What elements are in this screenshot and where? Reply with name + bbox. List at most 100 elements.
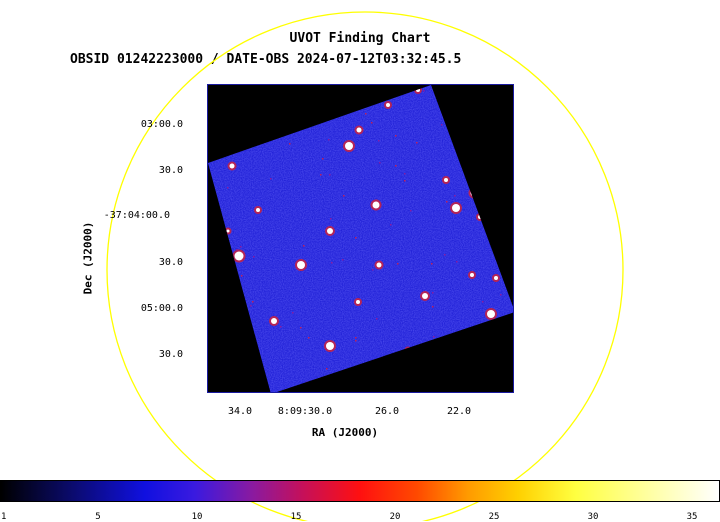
noise-speck — [252, 301, 254, 303]
noise-speck — [375, 367, 377, 369]
noise-speck — [262, 383, 264, 385]
noise-speck — [476, 97, 478, 99]
noise-speck — [449, 336, 451, 338]
noise-speck — [500, 294, 502, 296]
noise-speck — [445, 97, 447, 99]
noise-speck — [378, 140, 380, 142]
noise-speck — [228, 130, 230, 132]
noise-speck — [326, 368, 328, 370]
star-source — [494, 276, 498, 280]
star-source — [376, 262, 382, 268]
star-source — [345, 142, 353, 150]
y-tick-label: 30.0 — [158, 257, 183, 268]
star-source — [386, 103, 390, 107]
x-tick-label: 22.0 — [446, 406, 472, 417]
noise-speck — [219, 342, 221, 344]
colorbar-tick: 20 — [389, 512, 401, 522]
noise-speck — [441, 124, 443, 126]
colorbar-tick: 25 — [488, 512, 500, 522]
x-tick-label: 8:09:30.0 — [277, 406, 333, 417]
noise-speck — [280, 326, 282, 328]
noise-speck — [414, 385, 416, 387]
noise-speck — [300, 327, 302, 329]
noise-speck — [371, 122, 373, 124]
star-source — [229, 163, 235, 169]
noise-speck — [431, 263, 433, 265]
noise-speck — [379, 162, 381, 164]
noise-speck — [410, 210, 412, 212]
noise-speck — [244, 324, 246, 326]
noise-speck — [432, 292, 434, 294]
star-source — [416, 88, 420, 92]
y-axis-label: Dec (J2000) — [81, 221, 95, 295]
noise-speck — [322, 158, 324, 160]
star-source — [234, 251, 244, 261]
noise-speck — [308, 337, 310, 339]
noise-speck — [328, 117, 330, 119]
noise-speck — [228, 253, 230, 255]
noise-speck — [390, 224, 392, 226]
noise-speck — [395, 165, 397, 167]
noise-speck — [328, 139, 330, 141]
noise-speck — [236, 249, 238, 251]
noise-speck — [372, 269, 374, 271]
y-tick-label: 03:00.0 — [140, 119, 183, 130]
star-source — [406, 348, 410, 352]
star-source — [444, 178, 448, 182]
y-tick-label: 30.0 — [158, 349, 183, 360]
noise-speck — [433, 350, 435, 352]
star-halo — [476, 213, 484, 221]
noise-speck — [373, 392, 375, 393]
chart-subtitle: OBSID 01242223000 / DATE-OBS 2024-07-12T… — [70, 52, 462, 67]
colorbar-tick: 10 — [191, 512, 203, 522]
noise-speck — [510, 148, 512, 150]
noise-speck — [397, 263, 399, 265]
noise-speck — [393, 386, 395, 388]
star-source — [422, 293, 428, 299]
noise-speck — [343, 195, 345, 197]
noise-speck — [287, 95, 289, 97]
noise-speck — [482, 301, 484, 303]
noise-speck — [289, 143, 291, 145]
noise-speck — [285, 100, 287, 102]
y-tick-label: 05:00.0 — [140, 303, 183, 314]
noise-speck — [330, 218, 332, 220]
noise-speck — [250, 305, 252, 307]
star-source — [226, 229, 230, 233]
noise-speck — [416, 142, 418, 144]
x-tick-label: 26.0 — [374, 406, 400, 417]
noise-speck — [478, 377, 480, 379]
noise-speck — [327, 390, 329, 392]
star-source — [326, 342, 334, 350]
noise-speck — [252, 112, 254, 114]
chart-title: UVOT Finding Chart — [289, 31, 431, 46]
star-source — [470, 273, 474, 277]
noise-speck — [432, 306, 434, 308]
uvot-exposure-image — [208, 85, 513, 393]
star-source — [256, 208, 260, 212]
noise-speck — [240, 246, 242, 248]
noise-speck — [376, 318, 378, 320]
star-source — [356, 300, 360, 304]
colorbar-tick: 35 — [686, 512, 698, 522]
noise-speck — [303, 245, 305, 247]
star-source — [306, 383, 310, 387]
noise-speck — [235, 309, 237, 311]
star-source — [487, 310, 495, 318]
colorbar — [0, 480, 720, 502]
noise-speck — [227, 187, 229, 189]
colorbar-tick: 5 — [95, 512, 101, 522]
noise-speck — [484, 101, 486, 103]
noise-speck — [253, 256, 255, 258]
noise-speck — [404, 173, 406, 175]
star-source — [356, 127, 362, 133]
noise-speck — [444, 254, 446, 256]
noise-speck — [329, 174, 331, 176]
noise-speck — [446, 201, 448, 203]
noise-speck — [450, 93, 452, 95]
noise-speck — [251, 356, 253, 358]
noise-speck — [492, 85, 494, 87]
noise-speck — [423, 90, 425, 92]
noise-speck — [454, 195, 456, 197]
noise-speck — [331, 262, 333, 264]
